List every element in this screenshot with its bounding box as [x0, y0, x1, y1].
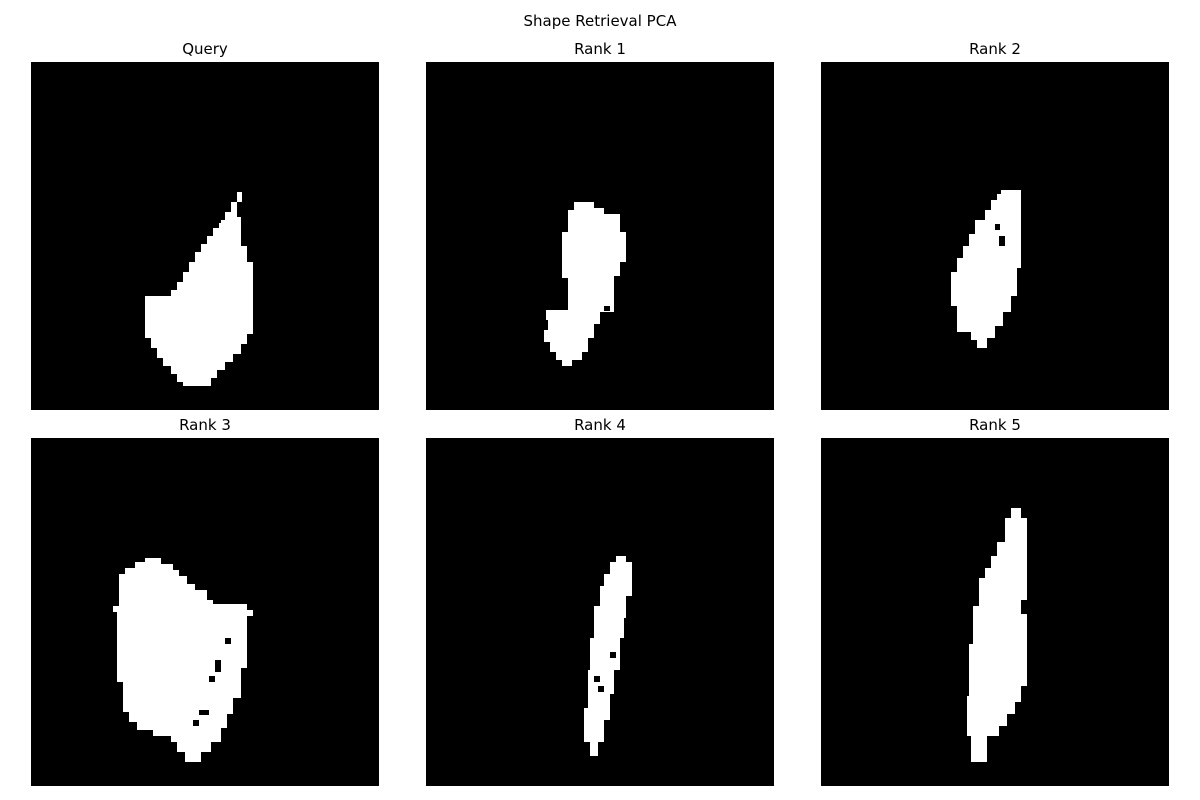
panel-rank-1	[426, 62, 774, 410]
rank3-hole-1	[225, 638, 231, 644]
rank2-hole-2	[999, 236, 1005, 246]
rank3-hole-3	[209, 676, 215, 682]
panel-title-rank-3: Rank 3	[179, 416, 231, 434]
panel-rank-3	[31, 438, 379, 786]
rank3-hole-2	[215, 660, 221, 672]
rank4-blob	[584, 556, 632, 756]
panel-title-query: Query	[182, 40, 228, 58]
rank1-body	[568, 272, 614, 312]
rank-3-shape-image	[113, 558, 253, 762]
query-hole-1	[215, 202, 221, 208]
panel-title-rank-5: Rank 5	[969, 416, 1021, 434]
rank3-hole-5	[193, 720, 199, 726]
rank-4-shape-image	[584, 556, 632, 756]
rank4-hole-1	[610, 652, 616, 658]
rank-5-shape-image	[967, 508, 1027, 762]
rank3-blob	[113, 558, 253, 762]
rank4-hole-3	[598, 686, 604, 692]
rank4-hole-2	[594, 676, 600, 682]
panel-title-rank-4: Rank 4	[574, 416, 626, 434]
figure-title: Shape Retrieval PCA	[523, 12, 677, 30]
panel-rank-5	[821, 438, 1169, 786]
rank2-hole-1	[995, 224, 1000, 230]
rank-2-shape-image	[951, 190, 1021, 348]
panel-rank-4	[426, 438, 774, 786]
rank-1-shape-image	[544, 202, 626, 366]
rank2-blob	[951, 190, 1021, 348]
query-shape-image	[145, 186, 253, 386]
panel-title-rank-1: Rank 1	[574, 40, 626, 58]
panel-query	[31, 62, 379, 410]
query-hole-3	[237, 212, 245, 217]
panel-title-rank-2: Rank 2	[969, 40, 1021, 58]
rank1-hole-1	[604, 306, 610, 311]
query-blob	[145, 186, 253, 386]
rank5-blob	[967, 508, 1027, 762]
panel-rank-2	[821, 62, 1169, 410]
rank3-hole-4	[199, 710, 209, 715]
query-hole-2	[209, 218, 221, 223]
